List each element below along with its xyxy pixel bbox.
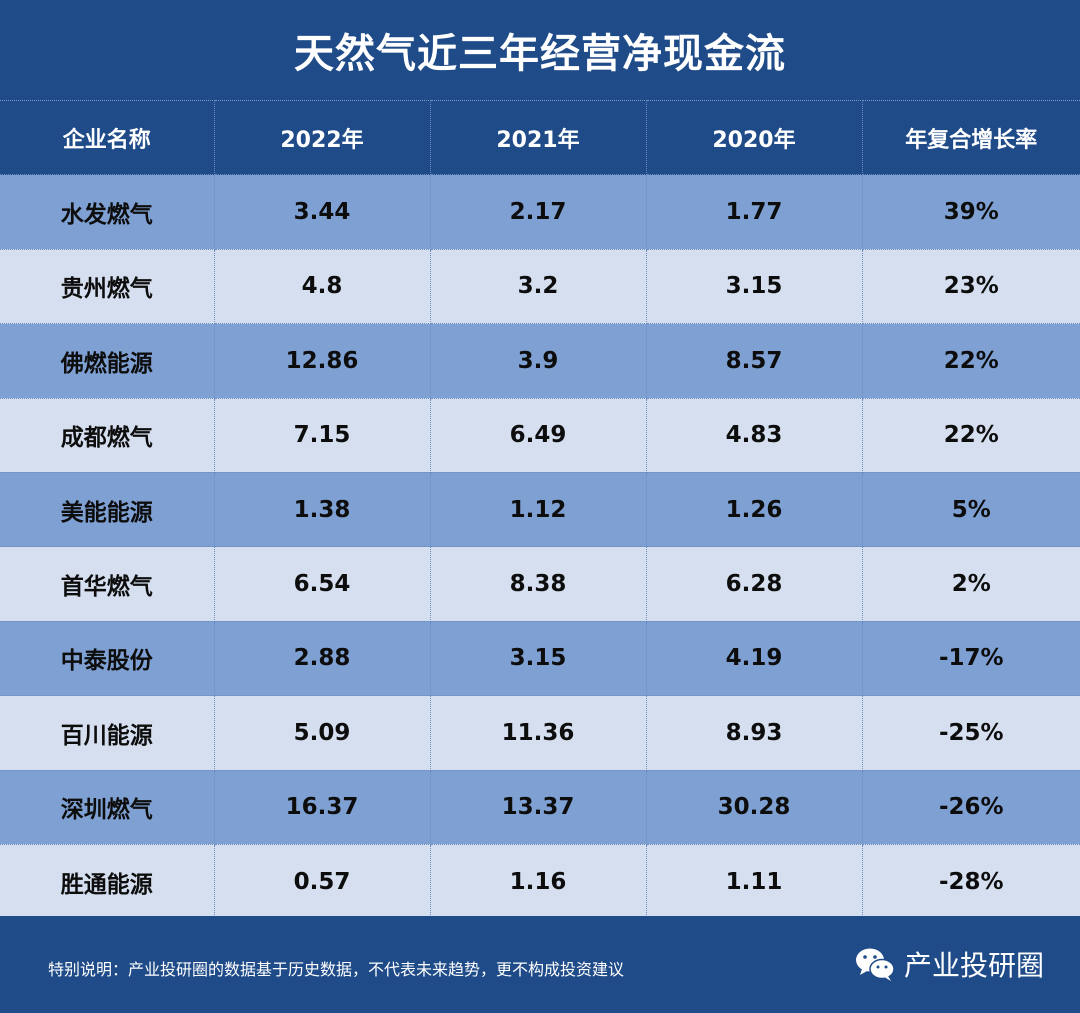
company-name-cell: 中泰股份: [0, 620, 215, 697]
value-cell: 11.36: [429, 695, 647, 771]
value-cell: 6.54: [213, 546, 431, 622]
value-cell: 3.15: [429, 620, 647, 697]
value-cell: 7.15: [213, 397, 431, 473]
cagr-cell: 2%: [861, 546, 1080, 622]
table-row: 水发燃气 3.44 2.17 1.77 39%: [0, 174, 1080, 250]
cagr-cell: 23%: [861, 248, 1080, 325]
cagr-cell: 22%: [861, 323, 1080, 399]
column-header: 企业名称: [0, 99, 215, 176]
value-cell: 3.44: [213, 174, 431, 250]
table-row: 中泰股份 2.88 3.15 4.19 -17%: [0, 620, 1080, 697]
value-cell: 1.77: [645, 174, 863, 250]
value-cell: 30.28: [645, 769, 863, 845]
cagr-cell: 39%: [861, 174, 1080, 250]
company-name-cell: 美能能源: [0, 471, 215, 548]
value-cell: 2.88: [213, 620, 431, 697]
data-table: 企业名称 2022年 2021年 2020年 年复合增长率 水发燃气 3.44 2.…: [0, 99, 1080, 920]
column-header: 2022年: [213, 99, 431, 176]
company-name-cell: 贵州燃气: [0, 248, 215, 325]
value-cell: 8.38: [429, 546, 647, 622]
value-cell: 3.2: [429, 248, 647, 325]
value-cell: 12.86: [213, 323, 431, 399]
cagr-cell: -26%: [861, 769, 1080, 845]
table-row: 胜通能源 0.57 1.16 1.11 -28%: [0, 843, 1080, 920]
value-cell: 6.28: [645, 546, 863, 622]
company-name-cell: 深圳燃气: [0, 769, 215, 845]
company-name-cell: 佛燃能源: [0, 323, 215, 399]
table-row: 深圳燃气 16.37 13.37 30.28 -26%: [0, 769, 1080, 845]
column-header: 2020年: [645, 99, 863, 176]
page-title: 天然气近三年经营净现金流: [294, 31, 786, 77]
company-name-cell: 成都燃气: [0, 397, 215, 473]
cagr-cell: -17%: [861, 620, 1080, 697]
value-cell: 16.37: [213, 769, 431, 845]
value-cell: 1.26: [645, 471, 863, 548]
value-cell: 1.38: [213, 471, 431, 548]
cagr-cell: -28%: [861, 843, 1080, 920]
brand: 产业投研圈: [854, 944, 1044, 984]
value-cell: 2.17: [429, 174, 647, 250]
cagr-cell: 5%: [861, 471, 1080, 548]
company-name-cell: 胜通能源: [0, 843, 215, 920]
value-cell: 6.49: [429, 397, 647, 473]
brand-name: 产业投研圈: [903, 949, 1044, 982]
table-row: 成都燃气 7.15 6.49 4.83 22%: [0, 397, 1080, 473]
value-cell: 4.8: [213, 248, 431, 325]
cagr-cell: -25%: [861, 695, 1080, 771]
value-cell: 4.83: [645, 397, 863, 473]
value-cell: 3.9: [429, 323, 647, 399]
table-header-row: 企业名称 2022年 2021年 2020年 年复合增长率: [0, 99, 1080, 176]
value-cell: 4.19: [645, 620, 863, 697]
column-header: 年复合增长率: [861, 99, 1080, 176]
table-row: 美能能源 1.38 1.12 1.26 5%: [0, 471, 1080, 548]
company-name-cell: 首华燃气: [0, 546, 215, 622]
value-cell: 1.12: [429, 471, 647, 548]
footer: 特别说明：产业投研圈的数据基于历史数据，不代表未来趋势，更不构成投资建议 产业投…: [0, 916, 1080, 1013]
value-cell: 3.15: [645, 248, 863, 325]
column-header: 2021年: [429, 99, 647, 176]
value-cell: 13.37: [429, 769, 647, 845]
value-cell: 8.57: [645, 323, 863, 399]
value-cell: 8.93: [645, 695, 863, 771]
cagr-cell: 22%: [861, 397, 1080, 473]
value-cell: 5.09: [213, 695, 431, 771]
table-row: 首华燃气 6.54 8.38 6.28 2%: [0, 546, 1080, 622]
value-cell: 0.57: [213, 843, 431, 920]
wechat-icon: [855, 948, 895, 981]
value-cell: 1.11: [645, 843, 863, 920]
table-row: 贵州燃气 4.8 3.2 3.15 23%: [0, 248, 1080, 325]
disclaimer-note: 特别说明：产业投研圈的数据基于历史数据，不代表未来趋势，更不构成投资建议: [48, 960, 625, 979]
company-name-cell: 水发燃气: [0, 174, 215, 250]
table-row: 佛燃能源 12.86 3.9 8.57 22%: [0, 323, 1080, 399]
table-row: 百川能源 5.09 11.36 8.93 -25%: [0, 695, 1080, 771]
company-name-cell: 百川能源: [0, 695, 215, 771]
value-cell: 1.16: [429, 843, 647, 920]
